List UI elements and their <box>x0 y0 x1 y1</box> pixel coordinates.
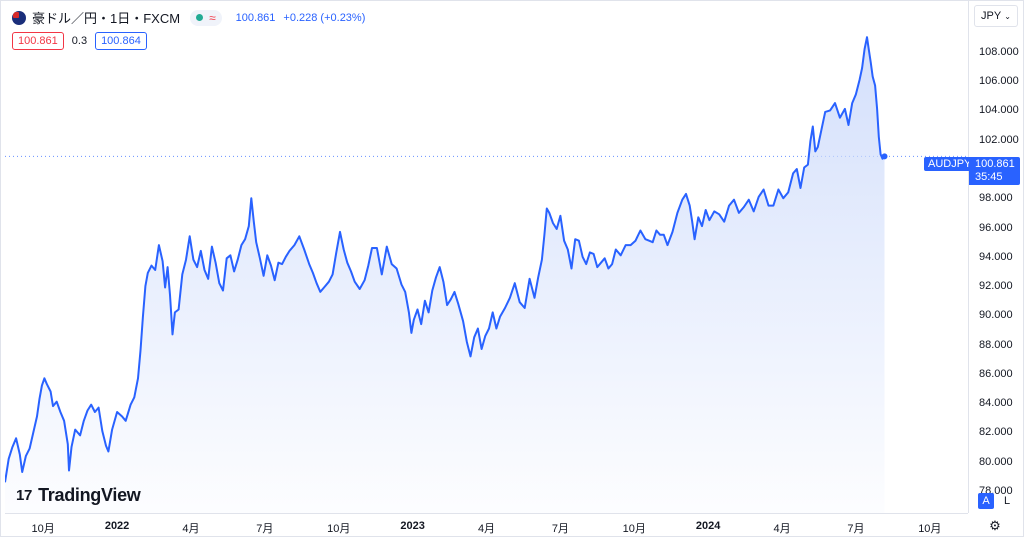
bid-ask-row: 100.861 0.3 100.864 <box>12 32 147 50</box>
tradingview-logo[interactable]: 17 TradingView <box>16 485 141 506</box>
y-tick-label: 94.000 <box>979 250 1013 263</box>
y-tick-label: 84.000 <box>979 397 1013 410</box>
x-tick-label: 2023 <box>400 520 425 532</box>
x-tick-label: 10月 <box>918 523 942 535</box>
x-tick-label: 10月 <box>327 523 351 535</box>
data-delay-indicator: ≈ <box>209 10 216 25</box>
x-tick-label: 4月 <box>182 523 200 535</box>
y-tick-label: 96.000 <box>979 221 1013 234</box>
last-price-point <box>881 153 888 160</box>
y-tick-label: 88.000 <box>979 338 1013 351</box>
x-tick-label: 2024 <box>695 520 721 532</box>
tradingview-logo-icon: 17 <box>16 487 33 504</box>
x-tick-label: 10月 <box>622 523 646 535</box>
last-price: 100.861 <box>235 11 276 24</box>
x-tick-label: 4月 <box>773 523 791 535</box>
y-tick-label: 108.000 <box>979 45 1019 58</box>
auto-scale-button[interactable]: A <box>978 493 994 509</box>
y-tick-label: 80.000 <box>979 455 1013 468</box>
y-tick-label: 106.000 <box>979 75 1019 88</box>
gear-icon[interactable]: ⚙ <box>989 518 1001 533</box>
y-tick-label: 102.000 <box>979 133 1019 146</box>
price-change: +0.228 (+0.23%) <box>283 11 366 24</box>
currency-dropdown[interactable]: JPY ⌄ <box>974 5 1018 27</box>
price-series-line <box>5 36 886 483</box>
symbol-price-label: AUDJPY <box>924 157 976 171</box>
time-axis[interactable]: 10月 2022 4月 7月 10月 2023 4月 7月 10月 2024 4月 7月 10月 <box>5 513 968 538</box>
buy-button[interactable]: 100.864 <box>95 32 147 50</box>
chevron-down-icon: ⌄ <box>1004 11 1011 21</box>
x-tick-label: 10月 <box>31 523 55 535</box>
log-scale-button[interactable]: L <box>1003 495 1011 507</box>
y-tick-label: 104.000 <box>979 104 1019 117</box>
flag-au-icon <box>12 10 26 25</box>
market-status[interactable]: ≈ <box>190 9 222 26</box>
price-axis[interactable]: 78.000 80.000 82.000 84.000 86.000 88.000 90.0… <box>968 0 1024 513</box>
y-tick-label: 82.000 <box>979 426 1013 439</box>
x-tick-label: 7月 <box>256 523 274 535</box>
y-tick-label: 90.000 <box>979 309 1013 322</box>
bar-countdown: 35:45 <box>975 171 1003 183</box>
x-tick-label: 7月 <box>847 523 865 535</box>
price-chart[interactable] <box>5 5 968 513</box>
price-area-fill <box>5 37 885 513</box>
sell-button[interactable]: 100.861 <box>12 32 64 50</box>
last-price-value: 100.861 <box>975 158 1015 170</box>
x-tick-label: 2022 <box>104 520 130 532</box>
currency-label: JPY <box>981 10 1002 22</box>
market-open-dot-icon <box>196 14 204 21</box>
last-price-label: 100.861 35:45 <box>969 157 1020 185</box>
y-tick-label: 86.000 <box>979 367 1013 380</box>
spread-value: 0.3 <box>71 35 88 47</box>
y-tick-label: 92.000 <box>979 280 1013 293</box>
symbol-title[interactable]: 豪ドル／円・1日・FXCM <box>32 11 181 26</box>
y-tick-label: 98.000 <box>979 192 1013 205</box>
logo-text: TradingView <box>38 485 141 505</box>
symbol-legend: 豪ドル／円・1日・FXCM ≈ 100.861 +0.228 (+0.23%) <box>12 8 365 27</box>
x-tick-label: 7月 <box>551 523 569 535</box>
x-tick-label: 4月 <box>477 523 496 535</box>
